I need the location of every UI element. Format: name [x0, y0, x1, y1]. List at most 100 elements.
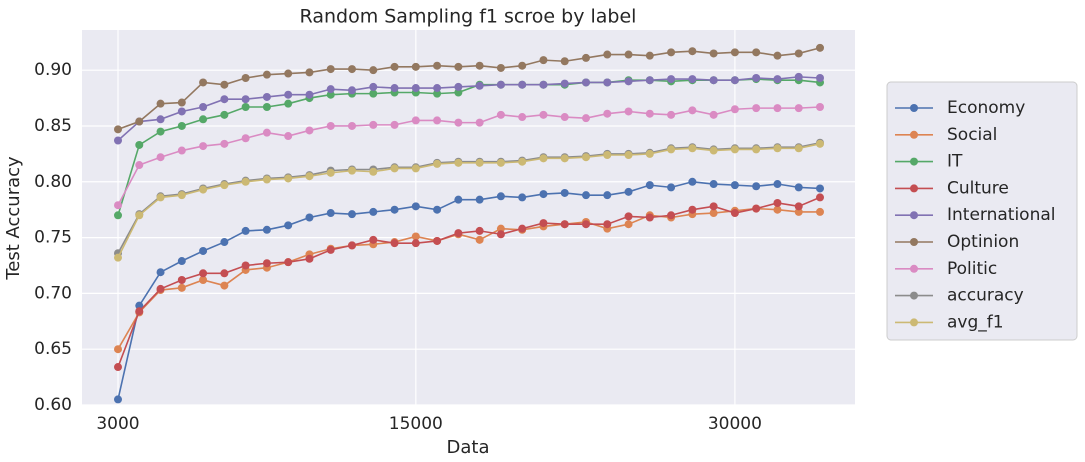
data-point: [560, 79, 569, 88]
y-tick-label: 0.80: [34, 172, 72, 192]
legend-label: Economy: [947, 98, 1025, 118]
data-point: [518, 113, 527, 122]
data-point: [645, 51, 654, 60]
data-point: [752, 48, 761, 57]
data-point: [114, 211, 122, 220]
data-point: [390, 205, 399, 214]
data-point: [284, 132, 293, 141]
data-point: [326, 90, 335, 99]
data-point: [220, 281, 229, 290]
data-point: [667, 75, 676, 84]
data-point: [156, 268, 165, 277]
data-point: [262, 92, 271, 101]
data-point: [369, 235, 378, 244]
data-point: [603, 109, 612, 118]
data-point: [667, 145, 676, 154]
data-point: [816, 207, 824, 216]
data-point: [220, 110, 229, 119]
data-point: [518, 193, 527, 202]
data-point: [816, 139, 824, 148]
data-point: [794, 49, 803, 58]
data-point: [177, 121, 186, 130]
data-point: [114, 253, 122, 262]
data-point: [114, 363, 122, 372]
y-tick-label: 0.60: [34, 395, 72, 415]
data-point: [411, 84, 420, 93]
data-point: [688, 205, 697, 214]
data-point: [667, 48, 676, 57]
data-point: [369, 120, 378, 129]
x-tick-label: 30000: [708, 414, 762, 434]
data-point: [603, 151, 612, 159]
data-point: [156, 284, 165, 293]
data-point: [390, 120, 399, 129]
data-point: [369, 207, 378, 216]
legend-marker: [910, 238, 918, 246]
data-point: [156, 153, 165, 162]
data-point: [199, 185, 208, 194]
data-point: [603, 78, 612, 87]
data-point: [624, 151, 633, 159]
x-tick-label: 3000: [96, 414, 139, 434]
data-point: [348, 166, 356, 175]
data-point: [177, 257, 186, 266]
data-point: [730, 76, 739, 85]
data-point: [816, 103, 824, 112]
data-point: [326, 245, 335, 254]
data-point: [305, 172, 314, 181]
data-point: [539, 56, 548, 65]
data-point: [752, 145, 761, 154]
data-point: [326, 65, 335, 74]
legend-marker: [910, 130, 918, 139]
data-point: [241, 226, 250, 235]
data-point: [433, 205, 442, 214]
data-point: [177, 191, 186, 200]
data-point: [220, 269, 229, 278]
y-tick-label: 0.85: [34, 116, 72, 136]
data-point: [390, 239, 399, 248]
series-line: [117, 207, 820, 350]
data-point: [752, 104, 761, 113]
data-point: [475, 158, 484, 167]
data-point: [241, 134, 250, 143]
data-point: [220, 80, 229, 89]
data-point: [177, 276, 186, 284]
data-point: [539, 219, 548, 228]
data-point: [709, 202, 718, 211]
data-point: [773, 51, 782, 60]
data-point: [582, 78, 590, 87]
legend-label: Politic: [947, 259, 997, 279]
data-point: [177, 107, 186, 116]
data-point: [454, 88, 463, 97]
data-point: [114, 201, 122, 210]
data-point: [496, 80, 505, 89]
data-point: [688, 106, 697, 115]
data-point: [645, 149, 654, 158]
data-point: [496, 158, 505, 167]
data-point: [709, 110, 718, 119]
series-line: [117, 141, 821, 254]
data-point: [752, 182, 761, 191]
data-point: [177, 283, 186, 292]
data-point: [348, 121, 356, 130]
data-point: [688, 144, 697, 153]
data-point: [454, 158, 463, 167]
data-point: [348, 86, 356, 95]
data-point: [326, 168, 335, 177]
data-point: [284, 69, 293, 78]
data-point: [262, 259, 271, 268]
data-point: [518, 157, 527, 166]
data-point: [730, 181, 739, 190]
data-point: [433, 116, 442, 125]
data-point: [539, 190, 548, 199]
data-point: [645, 213, 654, 222]
data-point: [582, 191, 590, 200]
lines: [114, 43, 824, 404]
data-point: [624, 187, 633, 196]
legend-marker: [910, 104, 918, 112]
data-point: [496, 230, 505, 239]
x-tick-label: 15000: [389, 414, 443, 434]
legend-marker: [910, 211, 918, 220]
data-point: [496, 110, 505, 119]
data-point: [390, 164, 399, 173]
